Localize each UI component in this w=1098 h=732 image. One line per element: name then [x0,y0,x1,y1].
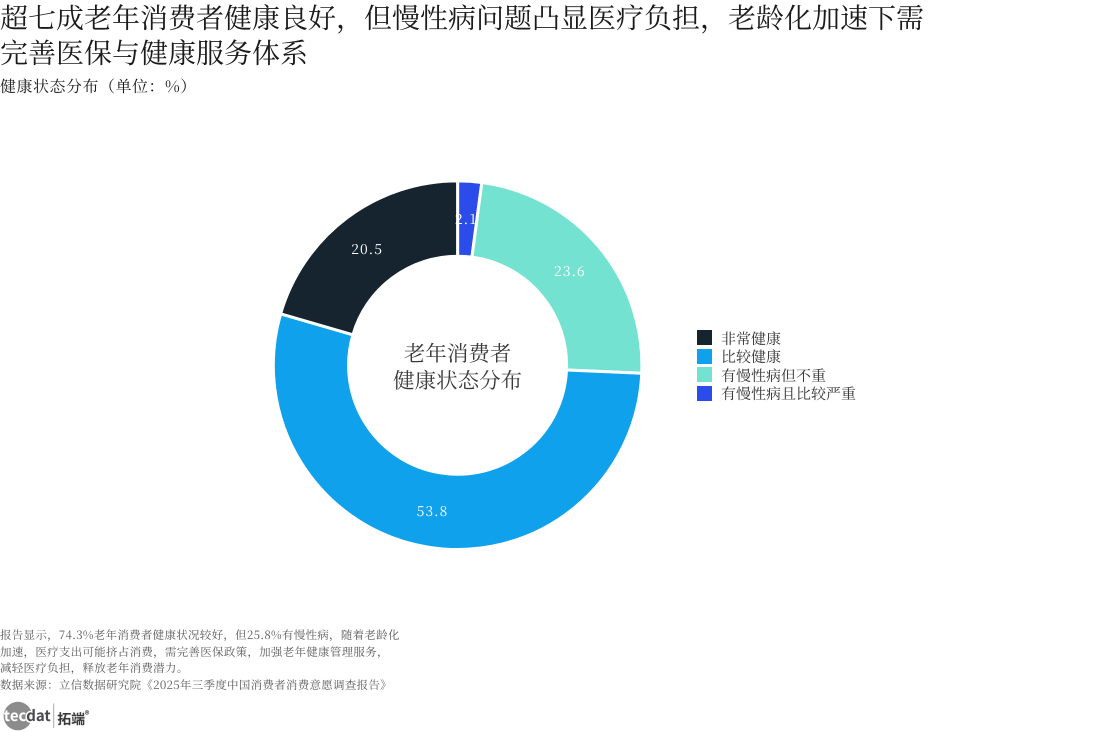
svg-text:tec: tec [4,705,27,726]
svg-text:®: ® [85,707,90,721]
svg-text:拓端: 拓端 [57,709,85,729]
svg-text:dat: dat [26,705,51,726]
